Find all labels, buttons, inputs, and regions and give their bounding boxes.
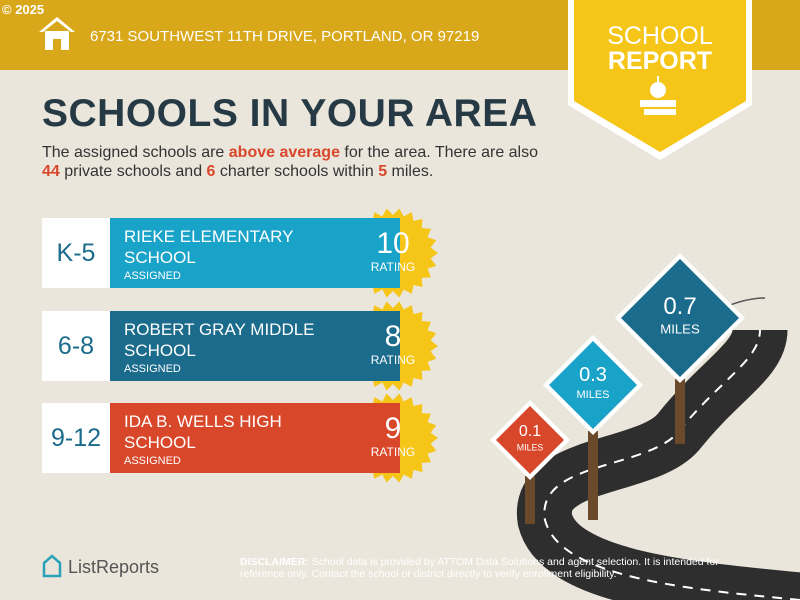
rating-label: RATING (370, 445, 416, 459)
intro-text: miles. (387, 163, 434, 180)
school-bar: RIEKE ELEMENTARY SCHOOL ASSIGNED (110, 218, 400, 288)
intro-highlight: 5 (378, 163, 388, 180)
rating-value: 9 (384, 412, 402, 445)
rating-label: RATING (370, 260, 416, 274)
copyright: © 2025 (2, 2, 45, 17)
address: 6731 SOUTHWEST 11TH DRIVE, PORTLAND, OR … (90, 28, 480, 45)
intro-text: charter schools within (215, 163, 379, 180)
school-status: ASSIGNED (124, 455, 181, 467)
grade-range: 9-12 (42, 403, 110, 473)
school-status: ASSIGNED (124, 363, 181, 375)
disclaimer-label: DISCLAIMER: (240, 556, 309, 568)
school-bar: ROBERT GRAY MIDDLE SCHOOL ASSIGNED (110, 311, 400, 381)
report-badge (568, 0, 752, 160)
school-status: ASSIGNED (124, 270, 181, 282)
sign-distance: 0.1 (519, 423, 541, 440)
school-bar: IDA B. WELLS HIGH SCHOOL ASSIGNED (110, 403, 400, 473)
sign-distance: 0.7 (663, 293, 696, 320)
sign-unit: MILES (660, 322, 700, 337)
signs: 0.1 MILES 0.3 MILES 0.7 MILES (490, 253, 745, 524)
rating: 10 RATING (353, 227, 433, 275)
brand-logo (42, 554, 62, 578)
school-name: RIEKE ELEMENTARY SCHOOL (124, 227, 294, 267)
school-name: ROBERT GRAY MIDDLE SCHOOL (124, 320, 315, 360)
sign-unit: MILES (576, 389, 609, 401)
sign-post (525, 476, 535, 524)
title: SCHOOLS IN YOUR AREA (42, 92, 538, 135)
intro: The assigned schools are above average f… (42, 143, 542, 181)
house-icon (39, 17, 75, 50)
intro-highlight: 44 (42, 163, 60, 180)
intro-highlight: 6 (206, 163, 216, 180)
grade-range: 6-8 (42, 311, 110, 381)
intro-highlight: above average (228, 144, 340, 161)
rating: 9 RATING (353, 412, 433, 460)
sign-face (621, 259, 739, 377)
rating-label: RATING (370, 353, 416, 367)
grade-range: K-5 (42, 218, 110, 288)
intro-text: The assigned schools are (42, 144, 229, 161)
badge-line: SCHOOL (607, 22, 713, 50)
disclaimer-text: School data is provided by ATTOM Data So… (240, 556, 719, 580)
sign-unit: MILES (517, 442, 544, 452)
sign-face (496, 406, 564, 474)
rating-value: 8 (384, 320, 402, 353)
sign-post (675, 379, 685, 444)
school-name: IDA B. WELLS HIGH SCHOOL (124, 412, 282, 452)
sign-face (549, 341, 637, 429)
disclaimer: DISCLAIMER: School data is provided by A… (240, 556, 760, 580)
rating-value: 10 (376, 227, 410, 260)
badge-line: REPORT (607, 47, 713, 75)
sign-distance: 0.3 (579, 364, 607, 386)
badge-text: SCHOOL REPORT (574, 24, 746, 74)
brand: ListReports (68, 557, 160, 577)
intro-text: for the area. There are also (339, 144, 539, 161)
intro-text: private schools and (59, 163, 207, 180)
sign-post (588, 431, 598, 520)
rating: 8 RATING (353, 320, 433, 368)
